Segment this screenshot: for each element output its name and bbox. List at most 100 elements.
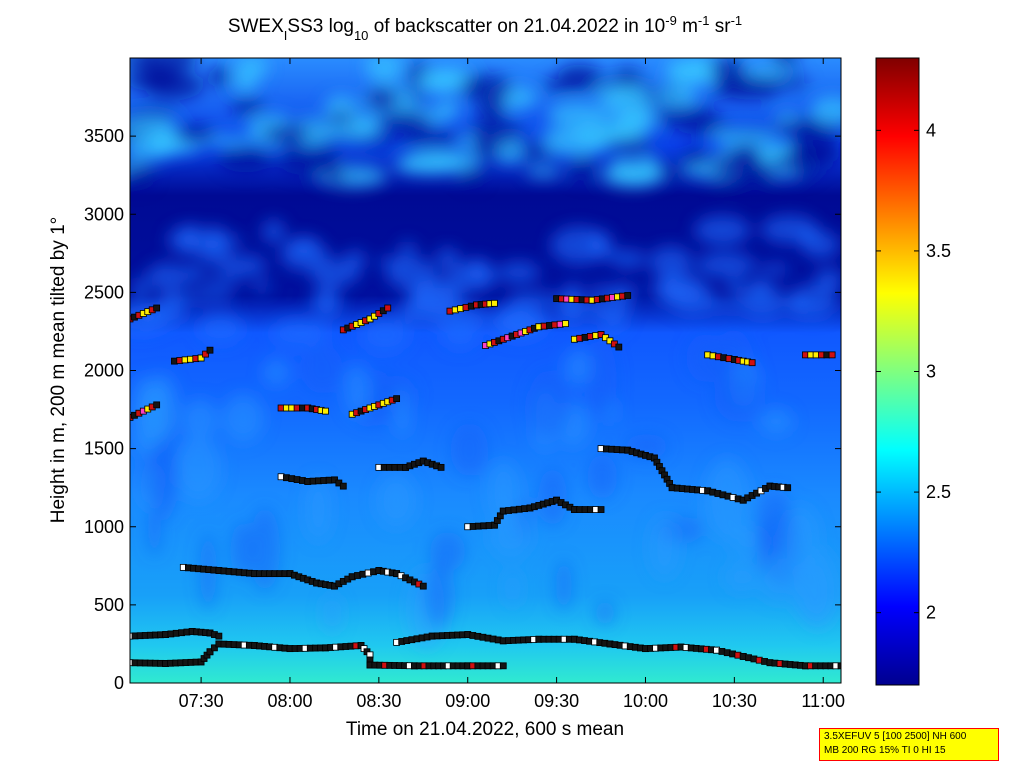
texture-blob [527, 370, 572, 438]
texture-blob [504, 569, 521, 608]
layer-marker [322, 407, 329, 415]
layer-surface-layer [130, 640, 507, 670]
layer-marker [153, 401, 161, 409]
layer-marker [837, 662, 841, 670]
texture-blob [174, 124, 216, 144]
texture-blob [287, 236, 320, 256]
texture-blob [322, 593, 342, 634]
texture-blob [149, 438, 178, 521]
y-tick-label: 3000 [84, 204, 124, 224]
texture-blob [792, 565, 833, 621]
colorbar-ticks: 2 2.5 3 3.5 4 [876, 120, 951, 623]
y-tick-label: 1000 [84, 517, 124, 537]
texture-blob [375, 473, 417, 528]
texture-blob [489, 514, 532, 558]
texture-blob [401, 129, 460, 148]
layer-layer-1750b [348, 395, 401, 418]
texture-blob [610, 249, 646, 269]
texture-blob [399, 241, 416, 258]
y-tick-label: 1500 [84, 439, 124, 459]
texture-blob [695, 252, 756, 278]
layer-marker [197, 354, 205, 362]
colorbar-tick-label: 2.5 [926, 482, 951, 502]
texture-blob [366, 87, 397, 111]
layer-layer-2400 [446, 299, 498, 315]
layer-marker [202, 350, 209, 358]
texture-blob [304, 477, 332, 542]
texture-blob [748, 278, 772, 301]
texture-blob [710, 155, 767, 177]
texture-blob [261, 124, 310, 144]
x-tick-label: 10:00 [623, 691, 668, 711]
texture-blob [579, 299, 632, 321]
texture-blob [656, 82, 697, 111]
texture-blob [476, 94, 507, 123]
texture-blob [360, 316, 410, 354]
colorbar-tick-label: 4 [926, 120, 936, 140]
texture-blob [525, 166, 562, 178]
layer-layer-2100 [171, 346, 214, 365]
layer-layer-2200b [570, 331, 623, 351]
texture-blob [209, 235, 244, 247]
texture-blob [153, 296, 186, 326]
y-tick-label: 3500 [84, 126, 124, 146]
texture-blob [429, 305, 489, 334]
texture-blob [130, 165, 154, 189]
layer-layer-2350b [130, 304, 161, 323]
texture-blob [147, 505, 162, 557]
y-tick-label: 2000 [84, 361, 124, 381]
texture-blob [330, 118, 380, 142]
x-tick-label: 09:00 [445, 691, 490, 711]
texture-blob [442, 323, 478, 350]
texture-blob [547, 101, 608, 127]
layer-marker [419, 582, 427, 590]
layer-mid-surface [393, 631, 841, 670]
x-tick-label: 08:00 [267, 691, 312, 711]
texture-blob [724, 561, 759, 593]
texture-blob [309, 258, 360, 288]
layer-markers [130, 292, 841, 670]
texture-blob [495, 138, 525, 165]
y-tick-label: 500 [94, 595, 124, 615]
texture-blob [399, 300, 432, 326]
parameter-info-box: 3.5XEFUV 5 [100 2500] NH 600 MB 200 RG 1… [819, 728, 999, 761]
x-tick-label: 07:30 [179, 691, 224, 711]
heatmap-area [130, 58, 841, 683]
layer-marker [490, 299, 498, 307]
texture-blob [365, 58, 403, 82]
layer-marker [206, 648, 214, 656]
layer-layer-1000 [464, 496, 605, 531]
texture-blob [130, 66, 183, 92]
texture-blob [788, 284, 837, 318]
colorbar [876, 58, 919, 685]
y-axis-label: Height in m, 200 m mean tilted by 1° [48, 217, 69, 523]
layer-marker [828, 351, 836, 359]
layer-layer-2080 [704, 351, 756, 367]
colorbar-tick-label: 3.5 [926, 241, 951, 261]
layer-layer-1750 [277, 404, 329, 415]
texture-blob [179, 225, 197, 253]
x-tick-label: 10:30 [712, 691, 757, 711]
texture-blob [468, 119, 524, 144]
layer-layer-1700 [130, 401, 161, 421]
texture-blob [219, 146, 273, 173]
texture-blob [593, 84, 650, 101]
texture-blob [262, 219, 285, 244]
x-tick-label: 08:30 [356, 691, 401, 711]
texture-blob [130, 116, 177, 139]
texture-blob [183, 264, 203, 283]
layer-marker [615, 343, 623, 351]
texture-blob [595, 600, 615, 626]
texture-blob [325, 171, 348, 184]
layer-marker [206, 346, 214, 354]
texture-blob [343, 363, 371, 418]
layer-marker [339, 482, 347, 490]
heatmap-texture [130, 58, 841, 650]
texture-blob [220, 254, 267, 277]
texture-blob [604, 140, 655, 153]
texture-blob [132, 277, 149, 302]
texture-blob [709, 58, 746, 80]
texture-blob [800, 231, 840, 259]
texture-blob [727, 277, 744, 297]
